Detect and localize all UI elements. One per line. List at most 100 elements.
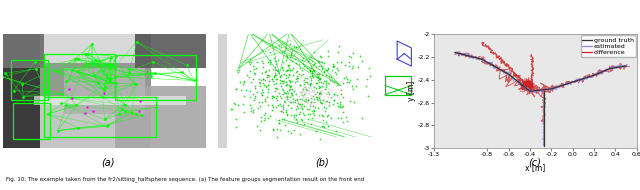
Point <box>323 67 333 70</box>
Point <box>275 78 285 82</box>
Point <box>323 81 333 84</box>
Point <box>106 56 116 59</box>
Point <box>265 114 275 117</box>
Point <box>245 62 255 65</box>
Point <box>319 106 329 109</box>
Point <box>289 115 300 118</box>
Bar <box>115 86 206 148</box>
Point <box>259 116 269 120</box>
Point <box>289 93 300 96</box>
Point <box>305 97 316 100</box>
Point <box>309 113 319 116</box>
Point <box>286 100 296 103</box>
Point <box>282 55 292 58</box>
Point <box>317 107 328 110</box>
Point <box>271 69 282 72</box>
Point <box>296 106 307 109</box>
Point <box>308 69 319 72</box>
Bar <box>44 34 135 63</box>
Point <box>281 54 291 57</box>
Point <box>251 67 261 70</box>
Point <box>238 83 248 86</box>
Point <box>275 103 285 106</box>
Point <box>151 106 161 109</box>
Point <box>278 69 289 72</box>
Point <box>278 106 289 109</box>
Point <box>303 92 314 95</box>
Point <box>148 60 159 63</box>
Legend: ground truth, estimated, difference: ground truth, estimated, difference <box>580 36 636 57</box>
Point <box>310 93 320 96</box>
Point <box>308 108 319 111</box>
Point <box>262 73 273 76</box>
Point <box>279 117 289 120</box>
Point <box>308 86 319 89</box>
Point <box>319 87 330 90</box>
Point <box>280 83 291 86</box>
Point <box>257 93 268 96</box>
Point <box>257 93 268 96</box>
Point <box>344 60 355 63</box>
Point <box>284 42 294 45</box>
Point <box>287 73 298 76</box>
Point <box>293 99 303 102</box>
Point <box>305 105 315 108</box>
Point <box>321 73 331 76</box>
Point <box>299 83 309 86</box>
Point <box>272 99 282 102</box>
Point <box>312 95 322 98</box>
Point <box>355 55 365 58</box>
Point <box>299 114 309 117</box>
Point <box>255 120 266 123</box>
Point <box>135 99 145 102</box>
Point <box>297 89 307 92</box>
Point <box>227 108 237 111</box>
Point <box>296 93 307 97</box>
Point <box>317 115 328 118</box>
Point <box>306 122 316 125</box>
Bar <box>218 34 227 148</box>
Point <box>303 89 313 92</box>
Point <box>286 106 296 109</box>
Point <box>323 96 333 99</box>
Point <box>248 109 259 112</box>
Point <box>262 75 272 78</box>
Point <box>315 78 325 81</box>
Point <box>282 55 292 58</box>
Point <box>326 69 337 72</box>
Point <box>282 96 292 99</box>
Point <box>145 74 156 77</box>
Point <box>131 82 141 86</box>
Point <box>325 88 335 91</box>
Point <box>291 80 301 83</box>
Point <box>267 108 277 111</box>
Point <box>245 104 255 107</box>
Point <box>271 78 281 81</box>
Point <box>255 104 266 107</box>
Point <box>316 93 326 96</box>
Point <box>296 73 307 76</box>
Point <box>307 108 317 111</box>
Point <box>257 71 268 74</box>
Point <box>99 91 109 94</box>
Point <box>315 99 325 102</box>
Point <box>131 40 141 44</box>
Point <box>250 94 260 97</box>
Point <box>230 87 241 90</box>
Point <box>252 125 262 128</box>
Point <box>317 73 327 76</box>
Point <box>307 88 317 91</box>
Point <box>238 111 248 114</box>
Point <box>326 75 336 78</box>
Point <box>333 69 343 72</box>
Text: (a): (a) <box>100 157 115 167</box>
Point <box>270 69 280 72</box>
Point <box>284 88 294 91</box>
Point <box>279 80 289 83</box>
Point <box>17 83 28 86</box>
Point <box>272 95 282 98</box>
Point <box>287 50 298 53</box>
Point <box>327 79 337 82</box>
Point <box>258 66 268 69</box>
Point <box>269 65 280 68</box>
